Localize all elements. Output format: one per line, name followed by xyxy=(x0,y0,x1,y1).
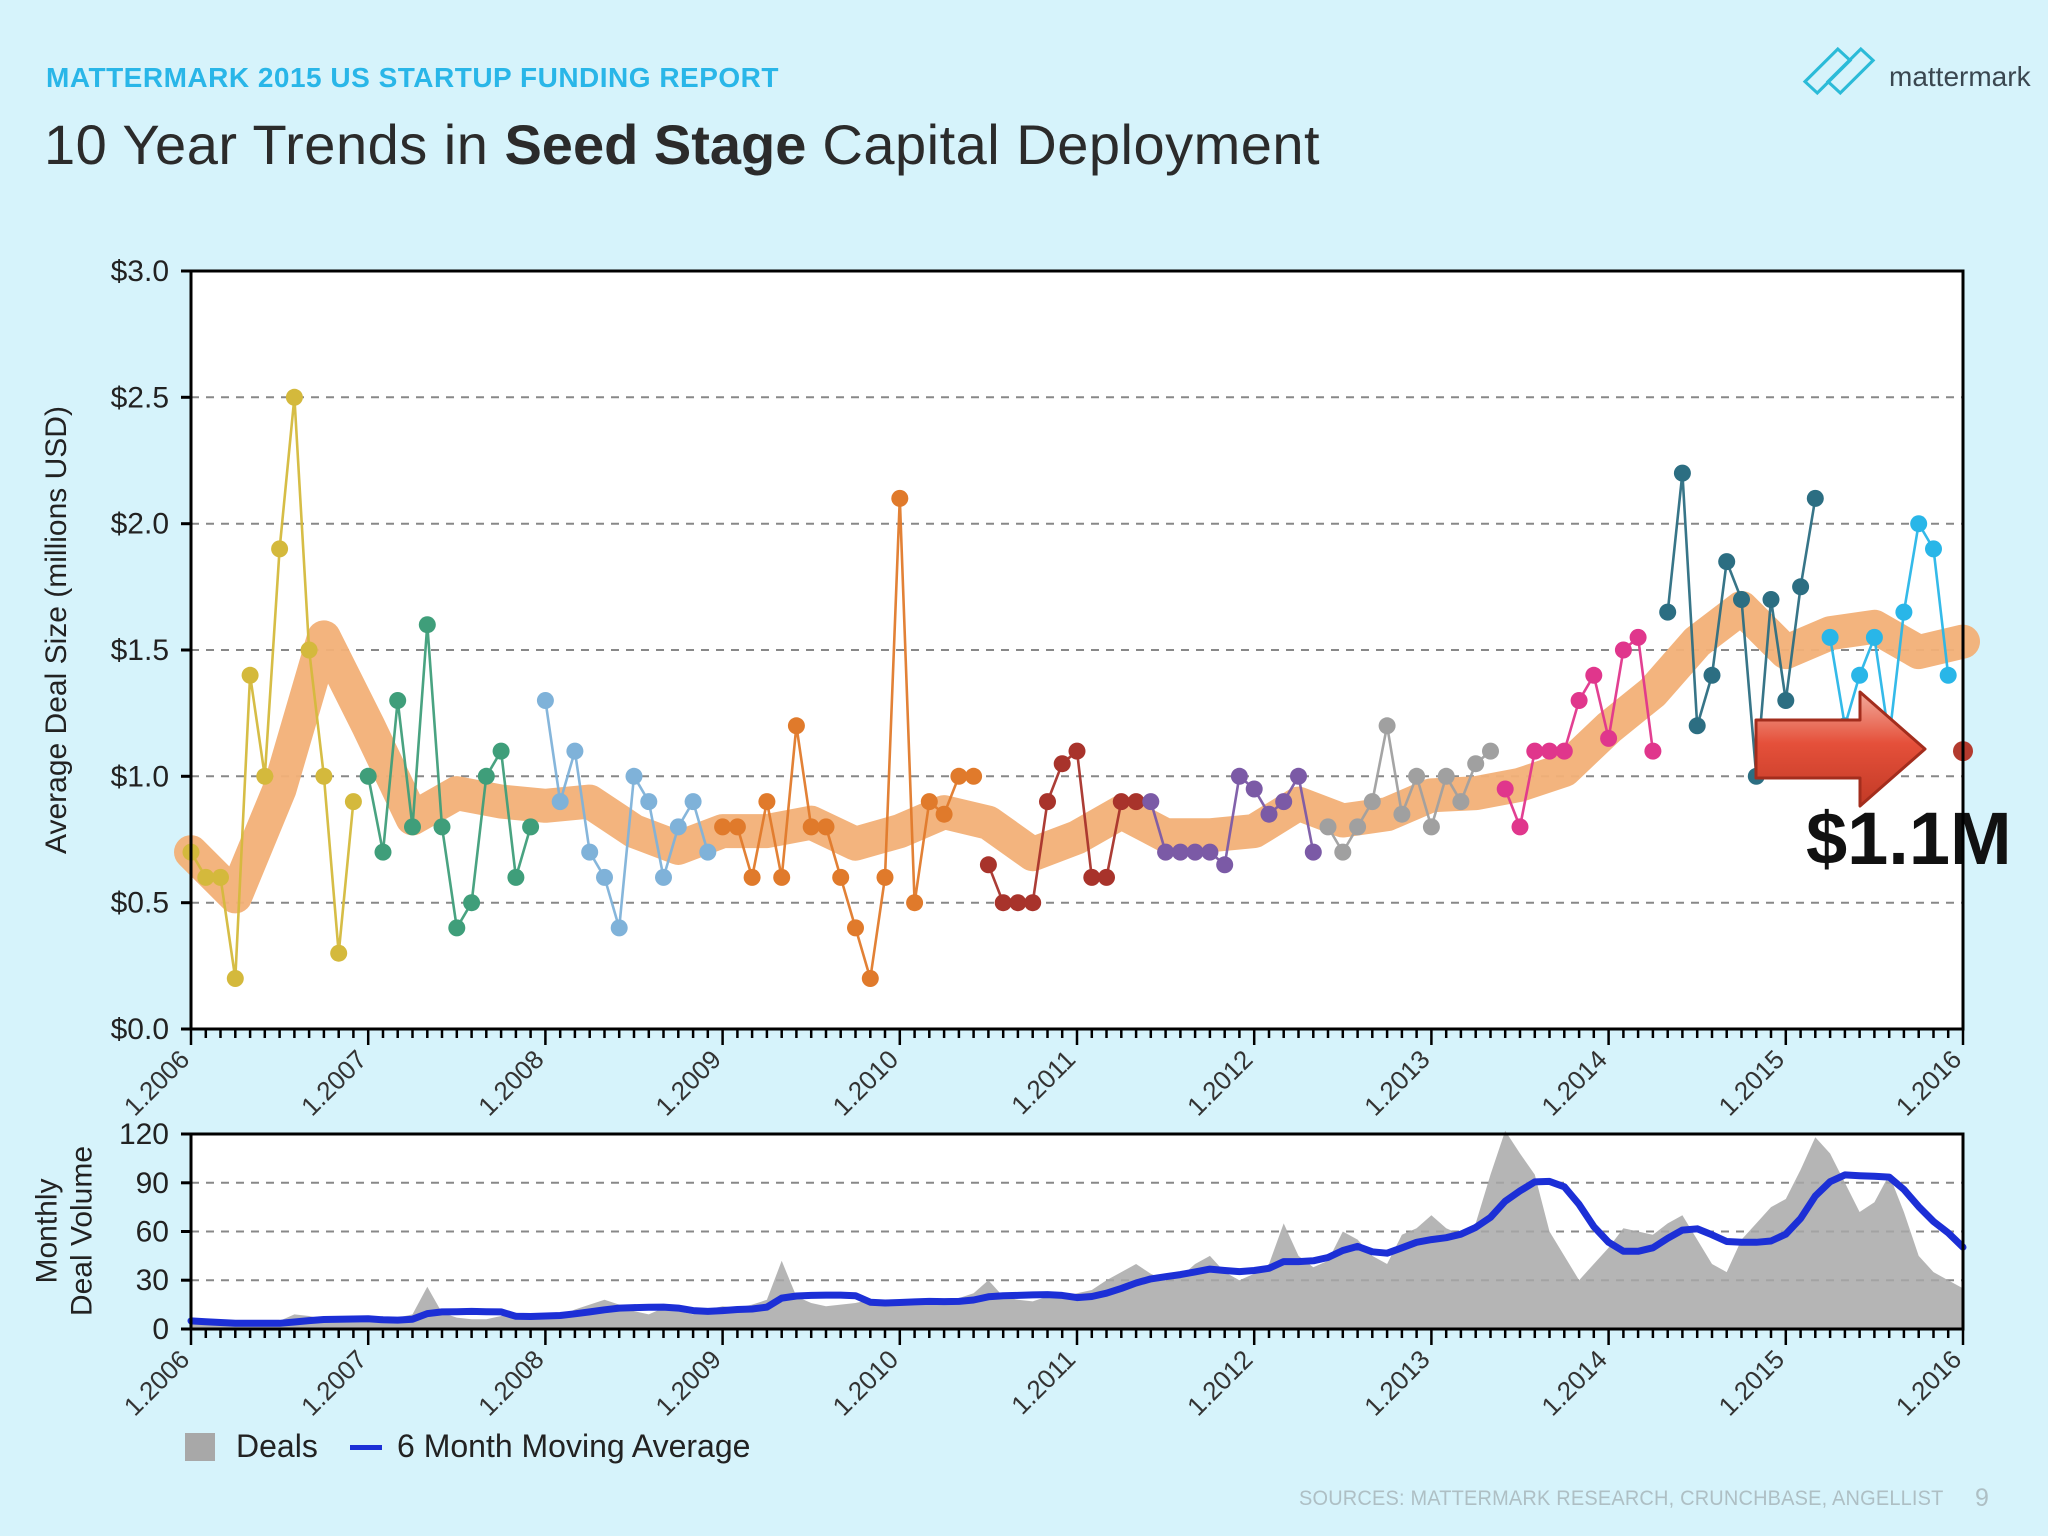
svg-text:1.2016: 1.2016 xyxy=(1890,1344,1967,1421)
svg-text:1.2013: 1.2013 xyxy=(1358,1344,1435,1421)
svg-text:1.2008: 1.2008 xyxy=(472,1344,549,1421)
svg-text:1.2009: 1.2009 xyxy=(649,1344,726,1421)
svg-text:1.2007: 1.2007 xyxy=(295,1344,372,1421)
svg-text:90: 90 xyxy=(136,1167,169,1200)
svg-text:60: 60 xyxy=(136,1216,169,1249)
svg-text:1.2010: 1.2010 xyxy=(827,1344,904,1421)
svg-text:120: 120 xyxy=(119,1118,169,1151)
svg-text:1.2015: 1.2015 xyxy=(1713,1344,1790,1421)
svg-text:1.2006: 1.2006 xyxy=(118,1344,195,1421)
svg-text:30: 30 xyxy=(136,1264,169,1297)
svg-text:1.2012: 1.2012 xyxy=(1181,1344,1258,1421)
svg-text:1.2011: 1.2011 xyxy=(1005,1344,1081,1420)
svg-text:1.2014: 1.2014 xyxy=(1535,1344,1612,1421)
svg-text:0: 0 xyxy=(152,1313,169,1346)
